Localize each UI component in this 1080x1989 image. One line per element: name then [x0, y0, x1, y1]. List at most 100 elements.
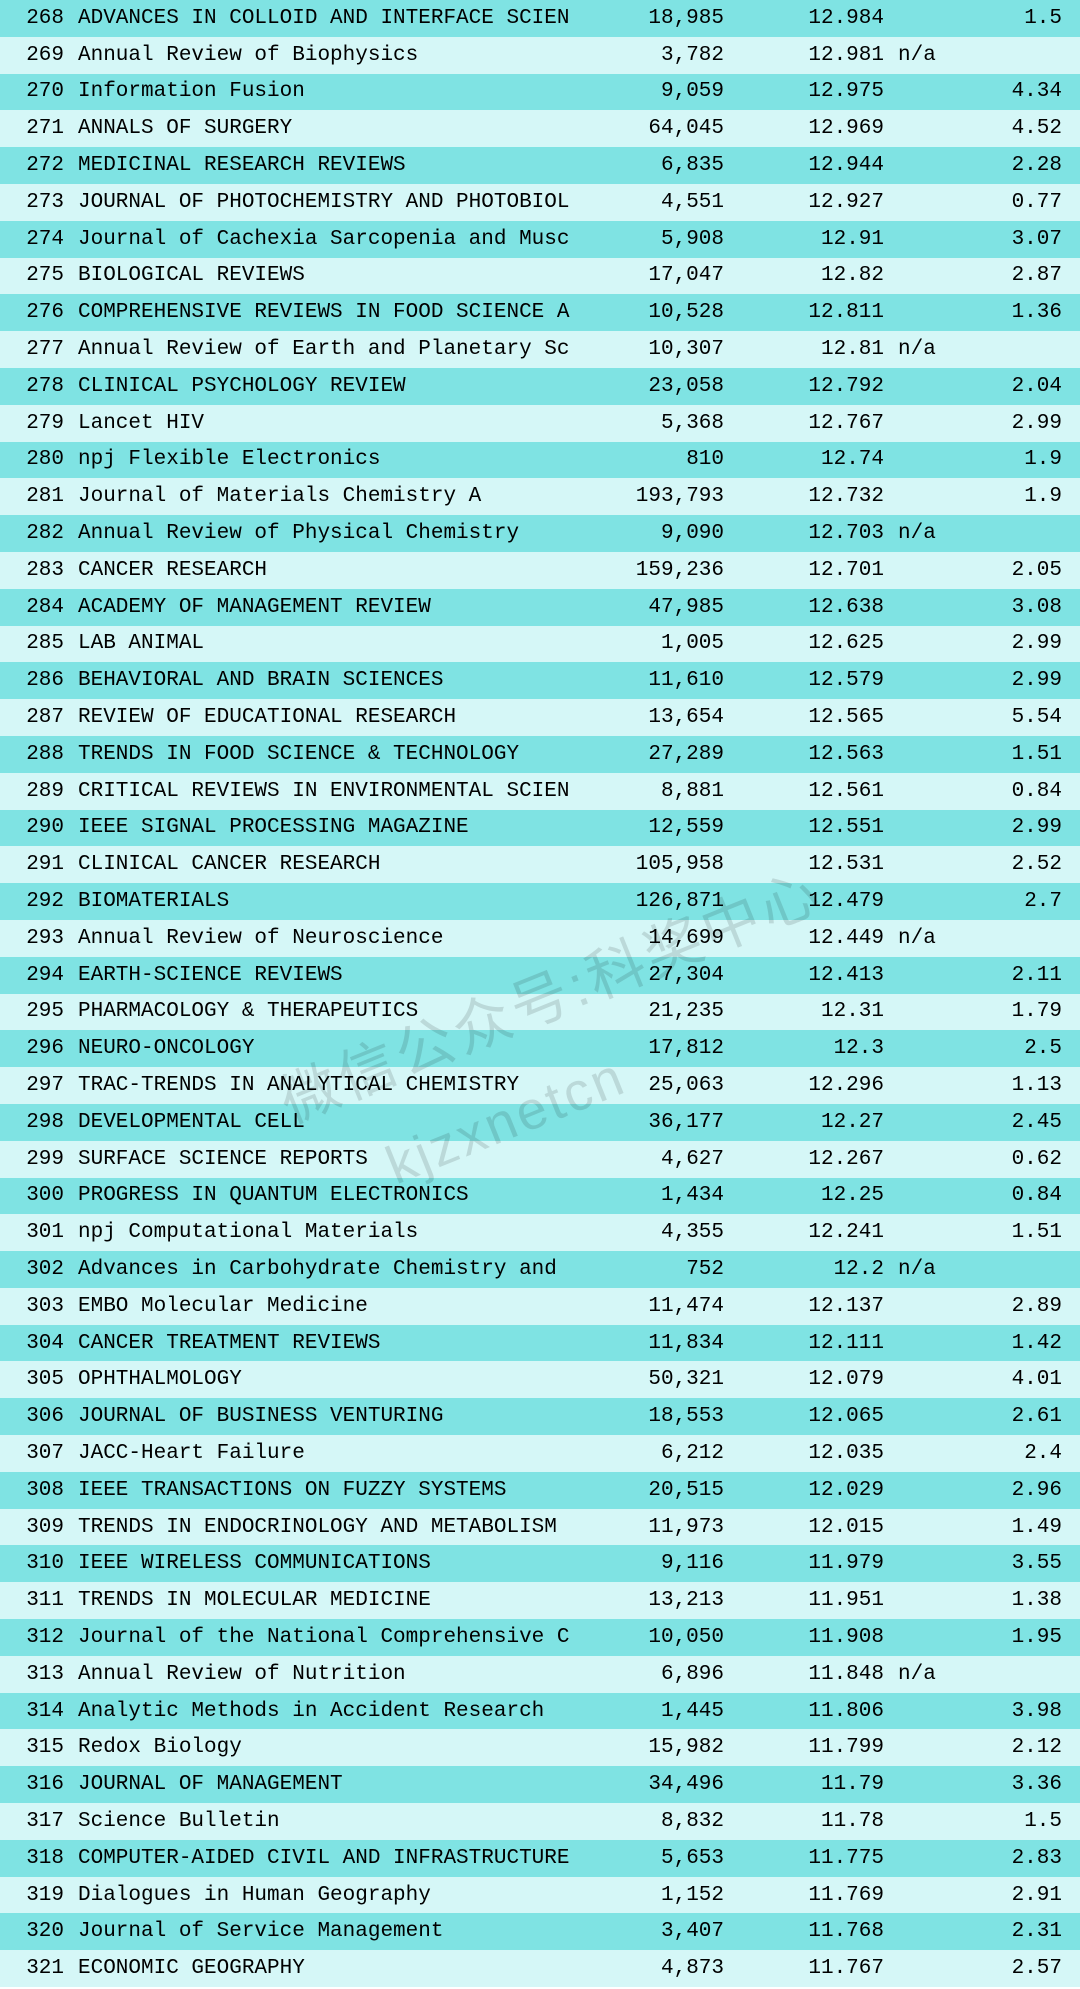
citations-cell: 50,321: [570, 1368, 730, 1391]
citations-cell: 10,050: [570, 1626, 730, 1649]
impact-factor-cell: 12.137: [730, 1295, 890, 1318]
table-row: 269Annual Review of Biophysics3,78212.98…: [0, 37, 1080, 74]
impact-factor-cell: 12.029: [730, 1479, 890, 1502]
citations-cell: 27,289: [570, 743, 730, 766]
metric-cell: 1.51: [890, 1221, 1080, 1244]
impact-factor-cell: 12.479: [730, 890, 890, 913]
journal-name-cell: Redox Biology: [70, 1736, 570, 1759]
metric-cell: 2.5: [890, 1037, 1080, 1060]
table-row: 276COMPREHENSIVE REVIEWS IN FOOD SCIENCE…: [0, 294, 1080, 331]
impact-factor-cell: 12.111: [730, 1332, 890, 1355]
citations-cell: 193,793: [570, 485, 730, 508]
citations-cell: 752: [570, 1258, 730, 1281]
rank-cell: 268: [0, 7, 70, 30]
rank-cell: 278: [0, 375, 70, 398]
journal-name-cell: IEEE SIGNAL PROCESSING MAGAZINE: [70, 816, 570, 839]
metric-cell: 3.07: [890, 228, 1080, 251]
table-row: 281Journal of Materials Chemistry A193,7…: [0, 478, 1080, 515]
rank-cell: 299: [0, 1148, 70, 1171]
metric-cell: 1.42: [890, 1332, 1080, 1355]
journal-name-cell: OPHTHALMOLOGY: [70, 1368, 570, 1391]
impact-factor-cell: 12.035: [730, 1442, 890, 1465]
metric-cell: n/a: [890, 1258, 1080, 1281]
metric-cell: 1.38: [890, 1589, 1080, 1612]
citations-cell: 8,832: [570, 1810, 730, 1833]
citations-cell: 4,355: [570, 1221, 730, 1244]
metric-cell: 1.36: [890, 301, 1080, 324]
rank-cell: 287: [0, 706, 70, 729]
impact-factor-cell: 12.81: [730, 338, 890, 361]
citations-cell: 1,434: [570, 1184, 730, 1207]
rank-cell: 269: [0, 44, 70, 67]
impact-factor-cell: 12.91: [730, 228, 890, 251]
journal-name-cell: EMBO Molecular Medicine: [70, 1295, 570, 1318]
impact-factor-cell: 12.984: [730, 7, 890, 30]
table-row: 277Annual Review of Earth and Planetary …: [0, 331, 1080, 368]
citations-cell: 17,812: [570, 1037, 730, 1060]
citations-cell: 1,152: [570, 1884, 730, 1907]
rank-cell: 290: [0, 816, 70, 839]
citations-cell: 34,496: [570, 1773, 730, 1796]
journal-name-cell: Science Bulletin: [70, 1810, 570, 1833]
citations-cell: 14,699: [570, 927, 730, 950]
table-row: 296NEURO-ONCOLOGY17,81212.32.5: [0, 1030, 1080, 1067]
citations-cell: 11,474: [570, 1295, 730, 1318]
rank-cell: 297: [0, 1074, 70, 1097]
citations-cell: 11,834: [570, 1332, 730, 1355]
impact-factor-cell: 12.732: [730, 485, 890, 508]
citations-cell: 5,368: [570, 412, 730, 435]
citations-cell: 105,958: [570, 853, 730, 876]
rank-cell: 281: [0, 485, 70, 508]
impact-factor-cell: 12.241: [730, 1221, 890, 1244]
rank-cell: 303: [0, 1295, 70, 1318]
impact-factor-cell: 12.944: [730, 154, 890, 177]
rank-cell: 305: [0, 1368, 70, 1391]
citations-cell: 13,213: [570, 1589, 730, 1612]
citations-cell: 1,445: [570, 1700, 730, 1723]
citations-cell: 25,063: [570, 1074, 730, 1097]
impact-factor-cell: 12.31: [730, 1000, 890, 1023]
rank-cell: 282: [0, 522, 70, 545]
table-row: 319Dialogues in Human Geography1,15211.7…: [0, 1877, 1080, 1914]
rank-cell: 296: [0, 1037, 70, 1060]
impact-factor-cell: 11.775: [730, 1847, 890, 1870]
impact-factor-cell: 11.848: [730, 1663, 890, 1686]
metric-cell: 3.36: [890, 1773, 1080, 1796]
rank-cell: 315: [0, 1736, 70, 1759]
journal-name-cell: Annual Review of Biophysics: [70, 44, 570, 67]
rank-cell: 304: [0, 1332, 70, 1355]
metric-cell: 2.89: [890, 1295, 1080, 1318]
metric-cell: 2.11: [890, 964, 1080, 987]
rank-cell: 288: [0, 743, 70, 766]
impact-factor-cell: 11.768: [730, 1920, 890, 1943]
impact-factor-cell: 11.979: [730, 1552, 890, 1575]
metric-cell: 2.05: [890, 559, 1080, 582]
impact-factor-cell: 12.296: [730, 1074, 890, 1097]
metric-cell: 2.83: [890, 1847, 1080, 1870]
rank-cell: 283: [0, 559, 70, 582]
table-row: 268ADVANCES IN COLLOID AND INTERFACE SCI…: [0, 0, 1080, 37]
journal-name-cell: BEHAVIORAL AND BRAIN SCIENCES: [70, 669, 570, 692]
table-row: 304CANCER TREATMENT REVIEWS11,83412.1111…: [0, 1325, 1080, 1362]
citations-cell: 18,553: [570, 1405, 730, 1428]
table-row: 292BIOMATERIALS126,87112.4792.7: [0, 883, 1080, 920]
impact-factor-cell: 12.531: [730, 853, 890, 876]
journal-name-cell: Dialogues in Human Geography: [70, 1884, 570, 1907]
impact-factor-cell: 12.25: [730, 1184, 890, 1207]
metric-cell: 2.61: [890, 1405, 1080, 1428]
metric-cell: 2.45: [890, 1111, 1080, 1134]
journal-name-cell: Analytic Methods in Accident Research: [70, 1700, 570, 1723]
citations-cell: 10,528: [570, 301, 730, 324]
journal-name-cell: Annual Review of Earth and Planetary Sci: [70, 338, 570, 361]
impact-factor-cell: 11.806: [730, 1700, 890, 1723]
table-row: 282Annual Review of Physical Chemistry9,…: [0, 515, 1080, 552]
metric-cell: 1.13: [890, 1074, 1080, 1097]
table-row: 309TRENDS IN ENDOCRINOLOGY AND METABOLIS…: [0, 1509, 1080, 1546]
citations-cell: 11,973: [570, 1516, 730, 1539]
table-row: 275BIOLOGICAL REVIEWS17,04712.822.87: [0, 258, 1080, 295]
table-row: 286BEHAVIORAL AND BRAIN SCIENCES11,61012…: [0, 662, 1080, 699]
table-row: 295PHARMACOLOGY & THERAPEUTICS21,23512.3…: [0, 994, 1080, 1031]
rank-cell: 293: [0, 927, 70, 950]
journal-name-cell: CANCER TREATMENT REVIEWS: [70, 1332, 570, 1355]
impact-factor-cell: 12.2: [730, 1258, 890, 1281]
